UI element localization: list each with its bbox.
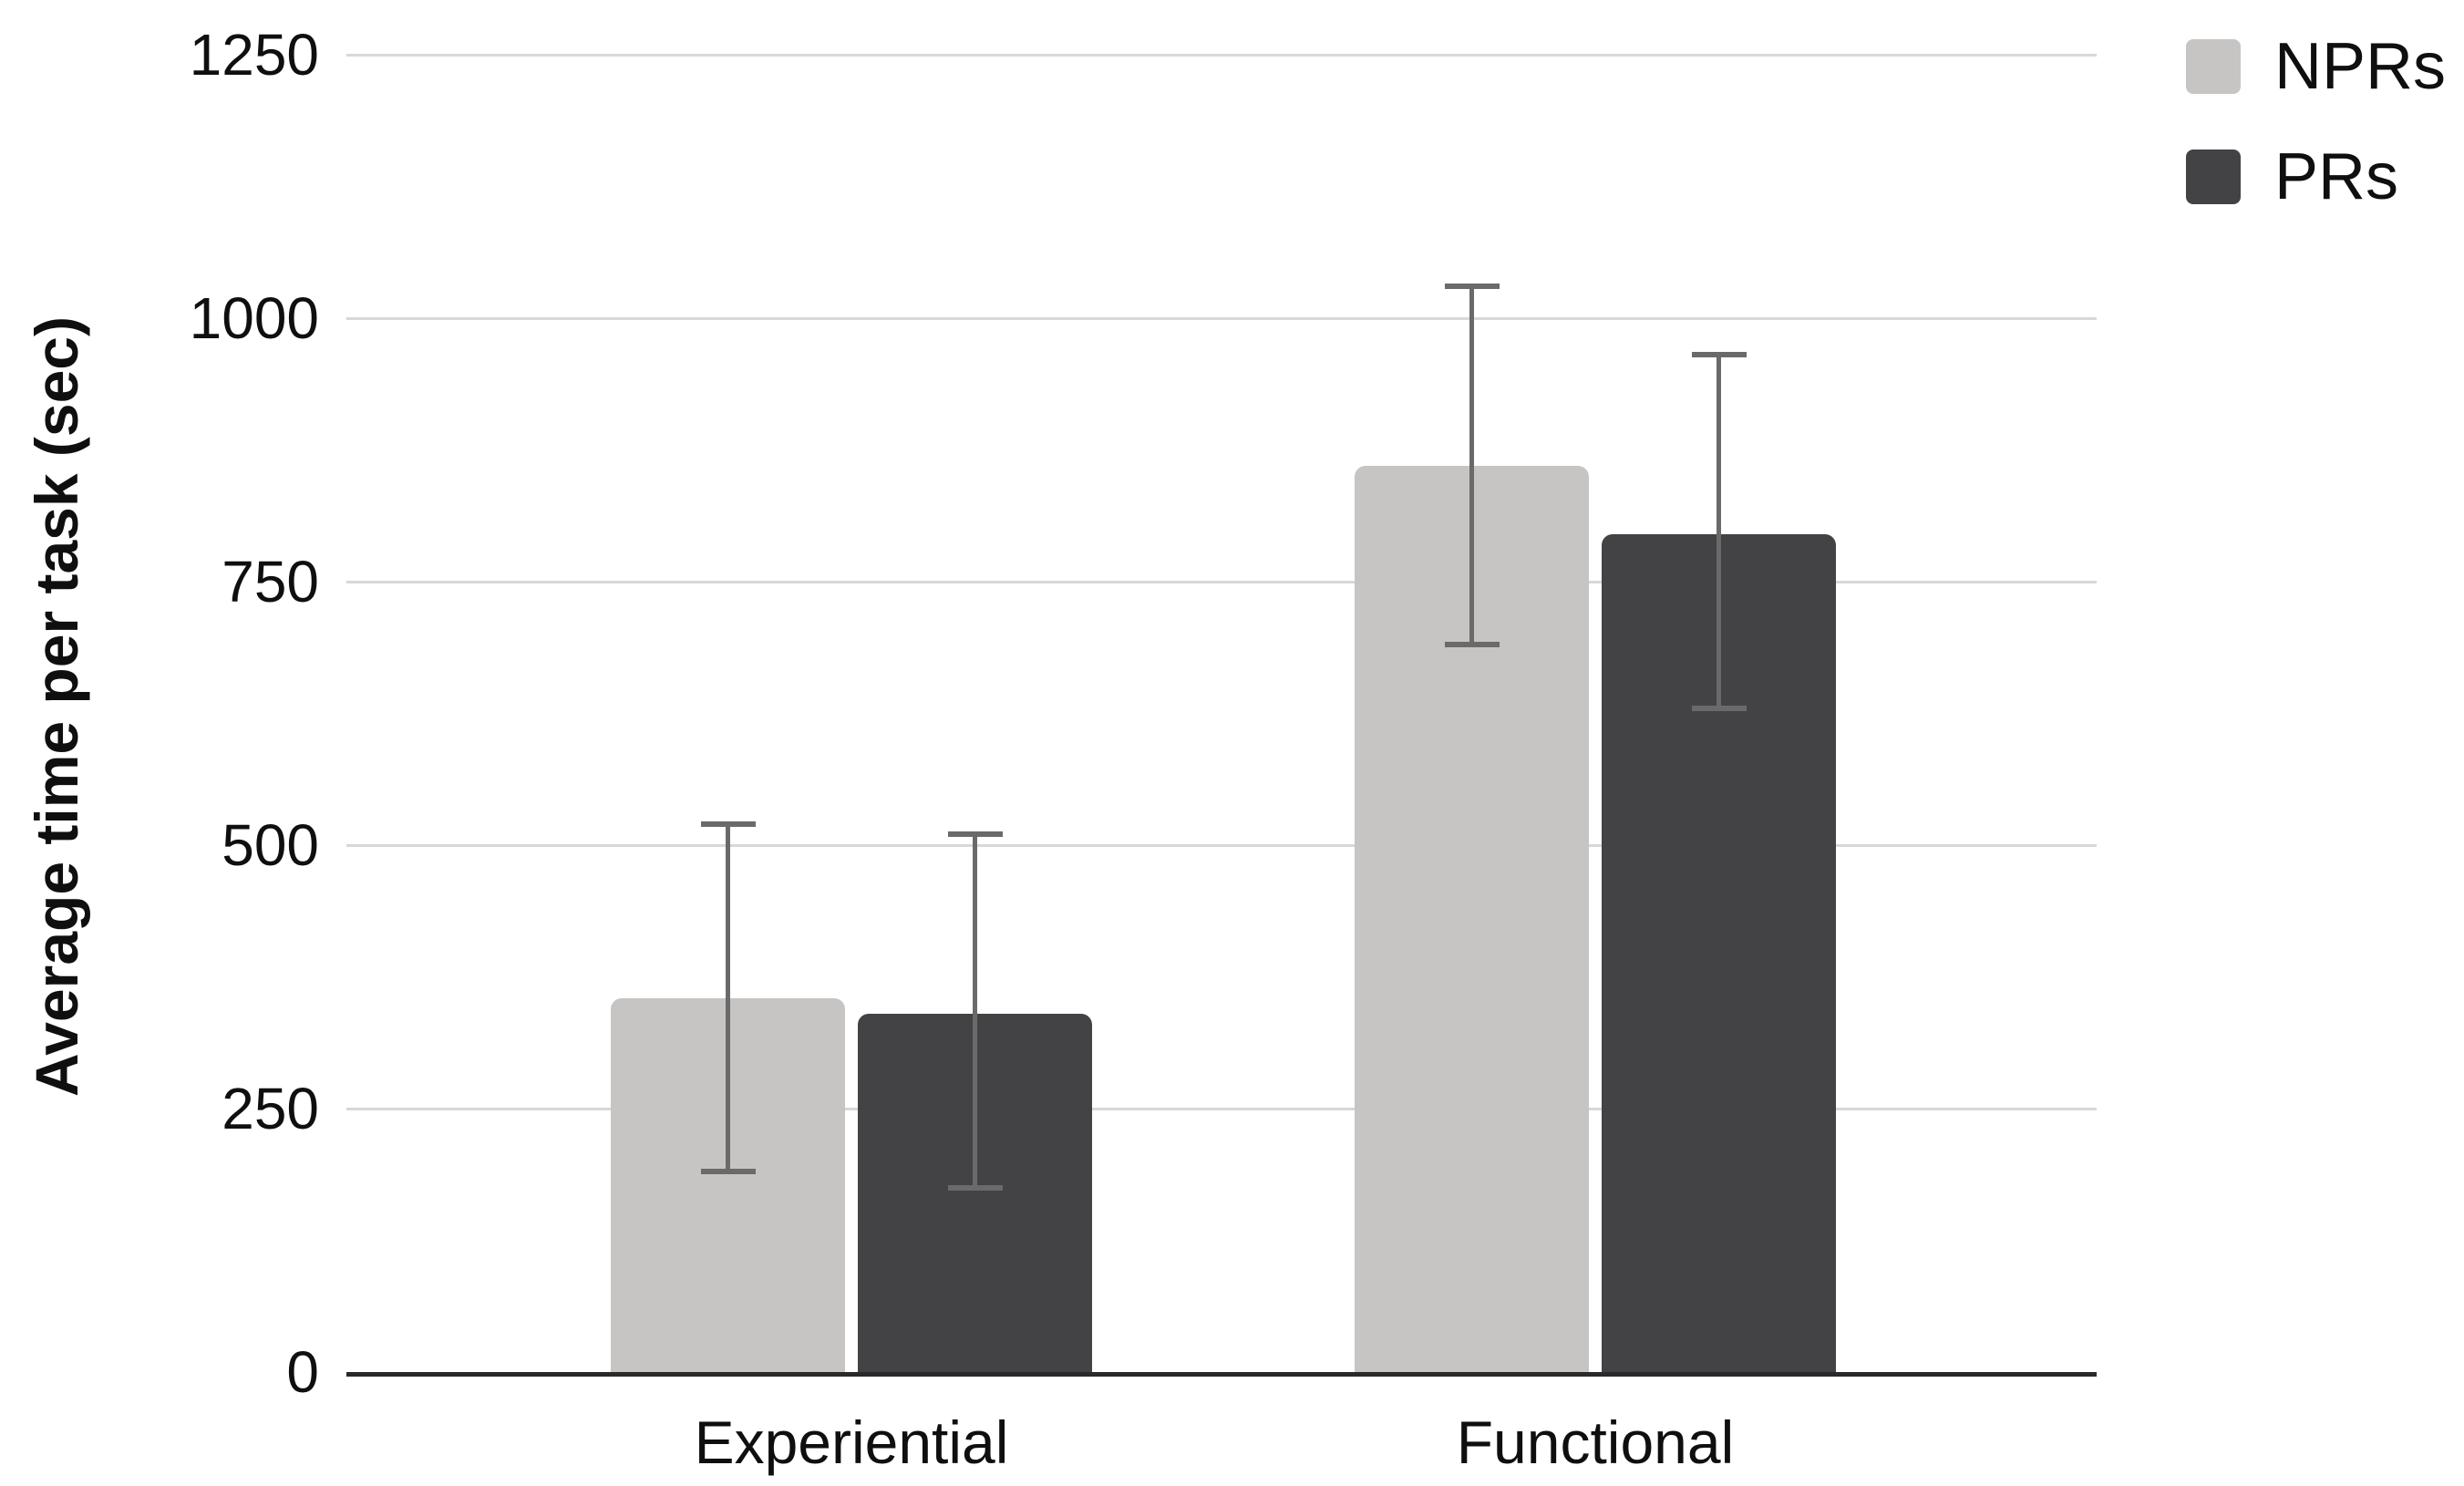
error-cap-top-experiential-nprs — [700, 820, 756, 827]
gridline-1000 — [346, 317, 2097, 320]
gridline-750 — [346, 581, 2097, 583]
error-cap-top-experiential-prs — [947, 831, 1003, 838]
error-cap-bottom-experiential-nprs — [700, 1169, 756, 1175]
error-cap-bottom-experiential-prs — [947, 1184, 1003, 1191]
y-tick-label-250: 250 — [222, 1076, 319, 1141]
legend-item-prs: PRs — [2186, 144, 2398, 210]
y-tick-label-1250: 1250 — [189, 22, 319, 88]
y-tick-label-0: 0 — [286, 1339, 319, 1405]
error-cap-top-functional-nprs — [1444, 284, 1500, 290]
y-tick-label-500: 500 — [222, 812, 319, 878]
error-cap-top-functional-prs — [1691, 352, 1747, 358]
legend-label-prs: PRs — [2274, 140, 2399, 213]
error-cap-bottom-functional-prs — [1691, 705, 1747, 711]
error-bar-functional-prs — [1717, 355, 1721, 708]
error-bar-functional-nprs — [1469, 286, 1474, 645]
gridline-1250 — [346, 54, 2097, 57]
error-bar-experiential-nprs — [726, 823, 730, 1172]
x-axis-label-experiential: Experiential — [694, 1409, 1009, 1476]
x-axis-label-functional: Functional — [1456, 1409, 1735, 1476]
legend-item-nprs: NPRs — [2186, 34, 2446, 99]
y-tick-label-1000: 1000 — [189, 285, 319, 351]
y-tick-label-750: 750 — [222, 549, 319, 614]
gridline-250 — [346, 1108, 2097, 1110]
x-axis-baseline — [346, 1372, 2097, 1377]
error-bar-experiential-prs — [973, 834, 977, 1188]
legend-swatch-prs — [2186, 150, 2241, 204]
gridline-500 — [346, 844, 2097, 847]
error-cap-bottom-functional-nprs — [1444, 642, 1500, 648]
legend-swatch-nprs — [2186, 39, 2241, 94]
legend-label-nprs: NPRs — [2274, 30, 2447, 103]
